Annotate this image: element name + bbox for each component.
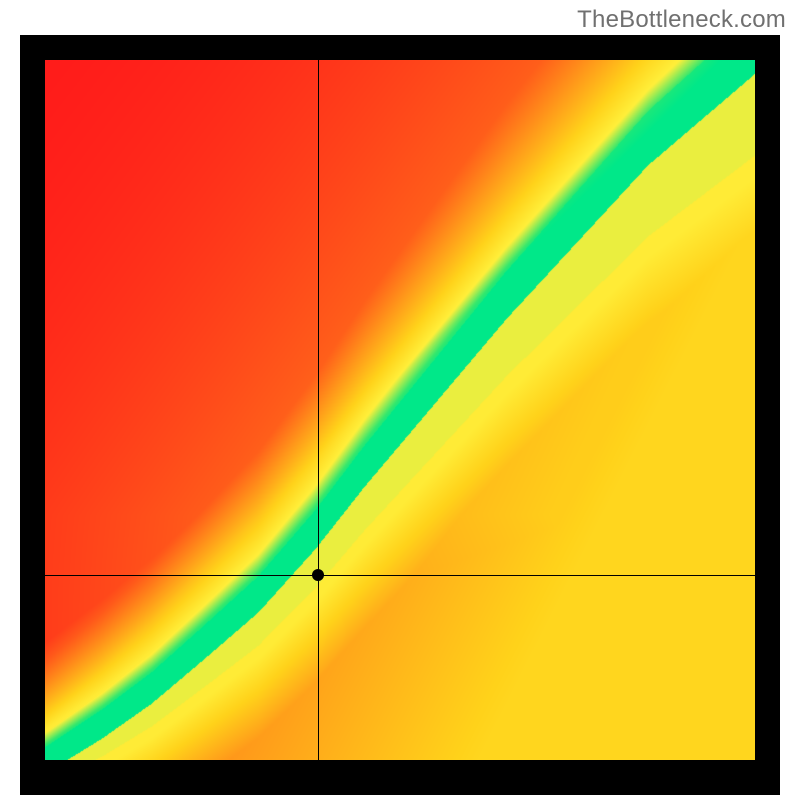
chart-outer-frame	[20, 35, 780, 795]
bottleneck-heatmap	[45, 60, 755, 760]
watermark-text: TheBottleneck.com	[577, 6, 786, 34]
